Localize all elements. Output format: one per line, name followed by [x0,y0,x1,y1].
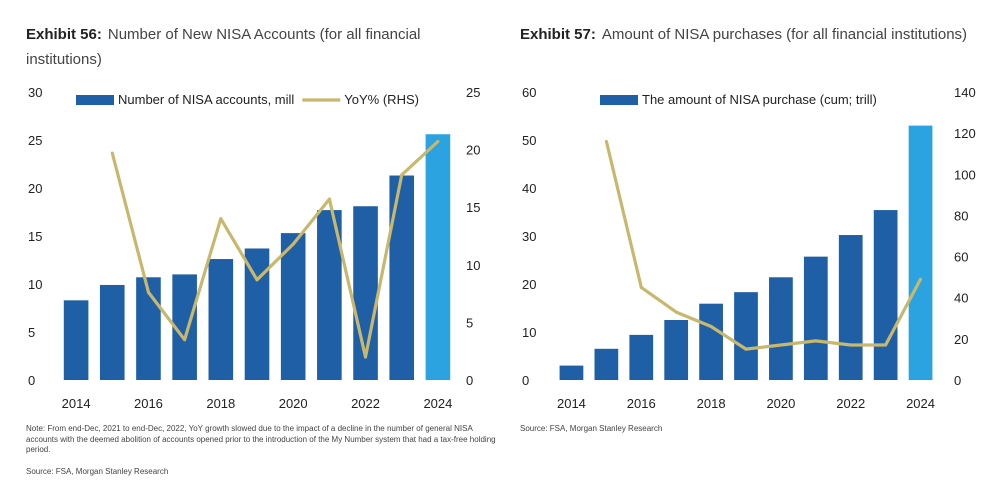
y-right-tick-label: 10 [466,258,480,273]
x-tick-label: 2018 [206,396,235,411]
line-series [110,140,439,359]
y-right-tick-label: 120 [954,126,976,141]
y-right-tick-label: 0 [954,373,961,388]
y-left-tick-label: 40 [522,181,536,196]
x-tick-label: 2014 [62,396,91,411]
line-point [327,197,331,201]
bar [734,292,758,380]
y-right-tick-label: 25 [466,85,480,100]
x-tick-label: 2020 [279,396,308,411]
legend-bar-swatch [76,95,114,105]
y-right-tick-label: 15 [466,200,480,215]
exhibit-57-source: Source: FSA, Morgan Stanley Research [520,424,663,433]
line-point [919,277,923,281]
exhibit-56-panel: Exhibit 56: Number of New NISA Accounts (… [26,0,506,497]
y-right-tick-label: 20 [954,332,968,347]
y-right-tick-label: 140 [954,85,976,100]
exhibit-57-label: Exhibit 57: [520,26,596,43]
bar [208,259,234,380]
line-point [674,310,678,314]
y-left-tick-label: 30 [28,85,42,100]
y-right-tick-label: 0 [466,373,473,388]
y-right-tick-label: 40 [954,291,968,306]
line-point [291,242,295,246]
y-left-tick-label: 0 [28,373,35,388]
line-point [400,173,404,177]
y-left-tick-label: 20 [522,277,536,292]
line-point [884,343,888,347]
x-tick-label: 2014 [557,396,586,411]
legend-line-label: YoY% (RHS) [344,92,419,107]
bar [769,277,793,380]
x-tick-label: 2020 [766,396,795,411]
y-left-tick-label: 15 [28,229,42,244]
x-tick-label: 2024 [423,396,452,411]
x-tick-label: 2016 [134,396,163,411]
bar [699,303,723,380]
bar [873,210,898,380]
bar [838,235,863,380]
y-left-tick-label: 0 [522,373,529,388]
line-point [709,325,713,329]
y-left-tick-label: 25 [28,133,42,148]
exhibit-56-source: Source: FSA, Morgan Stanley Research [26,467,169,476]
exhibit-56-title: Exhibit 56: Number of New NISA Accounts (… [26,22,496,72]
bar [99,284,125,380]
bar [559,365,584,380]
line-point [604,139,608,143]
y-right-tick-label: 20 [466,143,480,158]
line-point [744,347,748,351]
x-tick-label: 2022 [351,396,380,411]
y-left-tick-label: 10 [522,325,536,340]
bar [389,175,415,380]
line-point [219,217,223,221]
bar [803,256,828,380]
line-point [639,285,643,289]
line-point [255,278,259,282]
y-left-tick-label: 5 [28,325,35,340]
exhibit-57-title-text: Amount of NISA purchases (for all financ… [601,26,968,43]
line-point [436,140,440,144]
y-right-tick-label: 5 [466,315,473,330]
bar [594,348,619,380]
line-series [604,141,922,351]
y-left-tick-label: 60 [522,85,536,100]
exhibit-56-title-text: Number of New NISA Accounts (for all fin… [26,26,421,68]
y-left-tick-label: 10 [28,277,42,292]
y-right-tick-label: 80 [954,208,968,223]
y-right-tick-label: 60 [954,250,968,265]
y-right-tick-label: 100 [954,167,976,182]
x-tick-label: 2018 [697,396,726,411]
y-left-tick-label: 30 [522,229,536,244]
x-tick-label: 2016 [627,396,656,411]
exhibit-57-panel: Exhibit 57: Amount of NISA purchases (for… [520,0,1000,497]
exhibit-56-chart: 0 5 10 15 20 25 30 0 5 10 15 20 25 2014 2016 2018 2020 20… [28,85,480,411]
bar [908,125,933,380]
line-point [814,339,818,343]
bar [629,334,654,380]
y-left-tick-label: 50 [522,133,536,148]
legend-bar-label: The amount of NISA purchase (cum; trill) [642,92,877,107]
line-point [779,343,783,347]
exhibit-56-note: Note: From end-Dec, 2021 to end-Dec, 202… [26,424,496,454]
exhibit-56-label: Exhibit 56: [26,26,102,43]
bar [280,233,306,380]
line-point [146,290,150,294]
line-point [110,151,114,155]
y-left-tick-label: 20 [28,181,42,196]
bar [664,320,689,380]
bar [425,134,451,380]
line-point [364,355,368,359]
bar [63,300,89,380]
legend-bar-label: Number of NISA accounts, mill [118,92,294,107]
line-point [183,338,187,342]
x-tick-label: 2022 [836,396,865,411]
line-point [849,343,853,347]
x-tick-label: 2024 [906,396,935,411]
exhibit-57-chart: 0 10 20 30 40 50 60 0 20 40 60 80 100 120 140 2014 2016 2… [522,85,976,411]
legend-bar-swatch [600,95,638,105]
exhibit-57-title: Exhibit 57: Amount of NISA purchases (for… [520,22,990,47]
